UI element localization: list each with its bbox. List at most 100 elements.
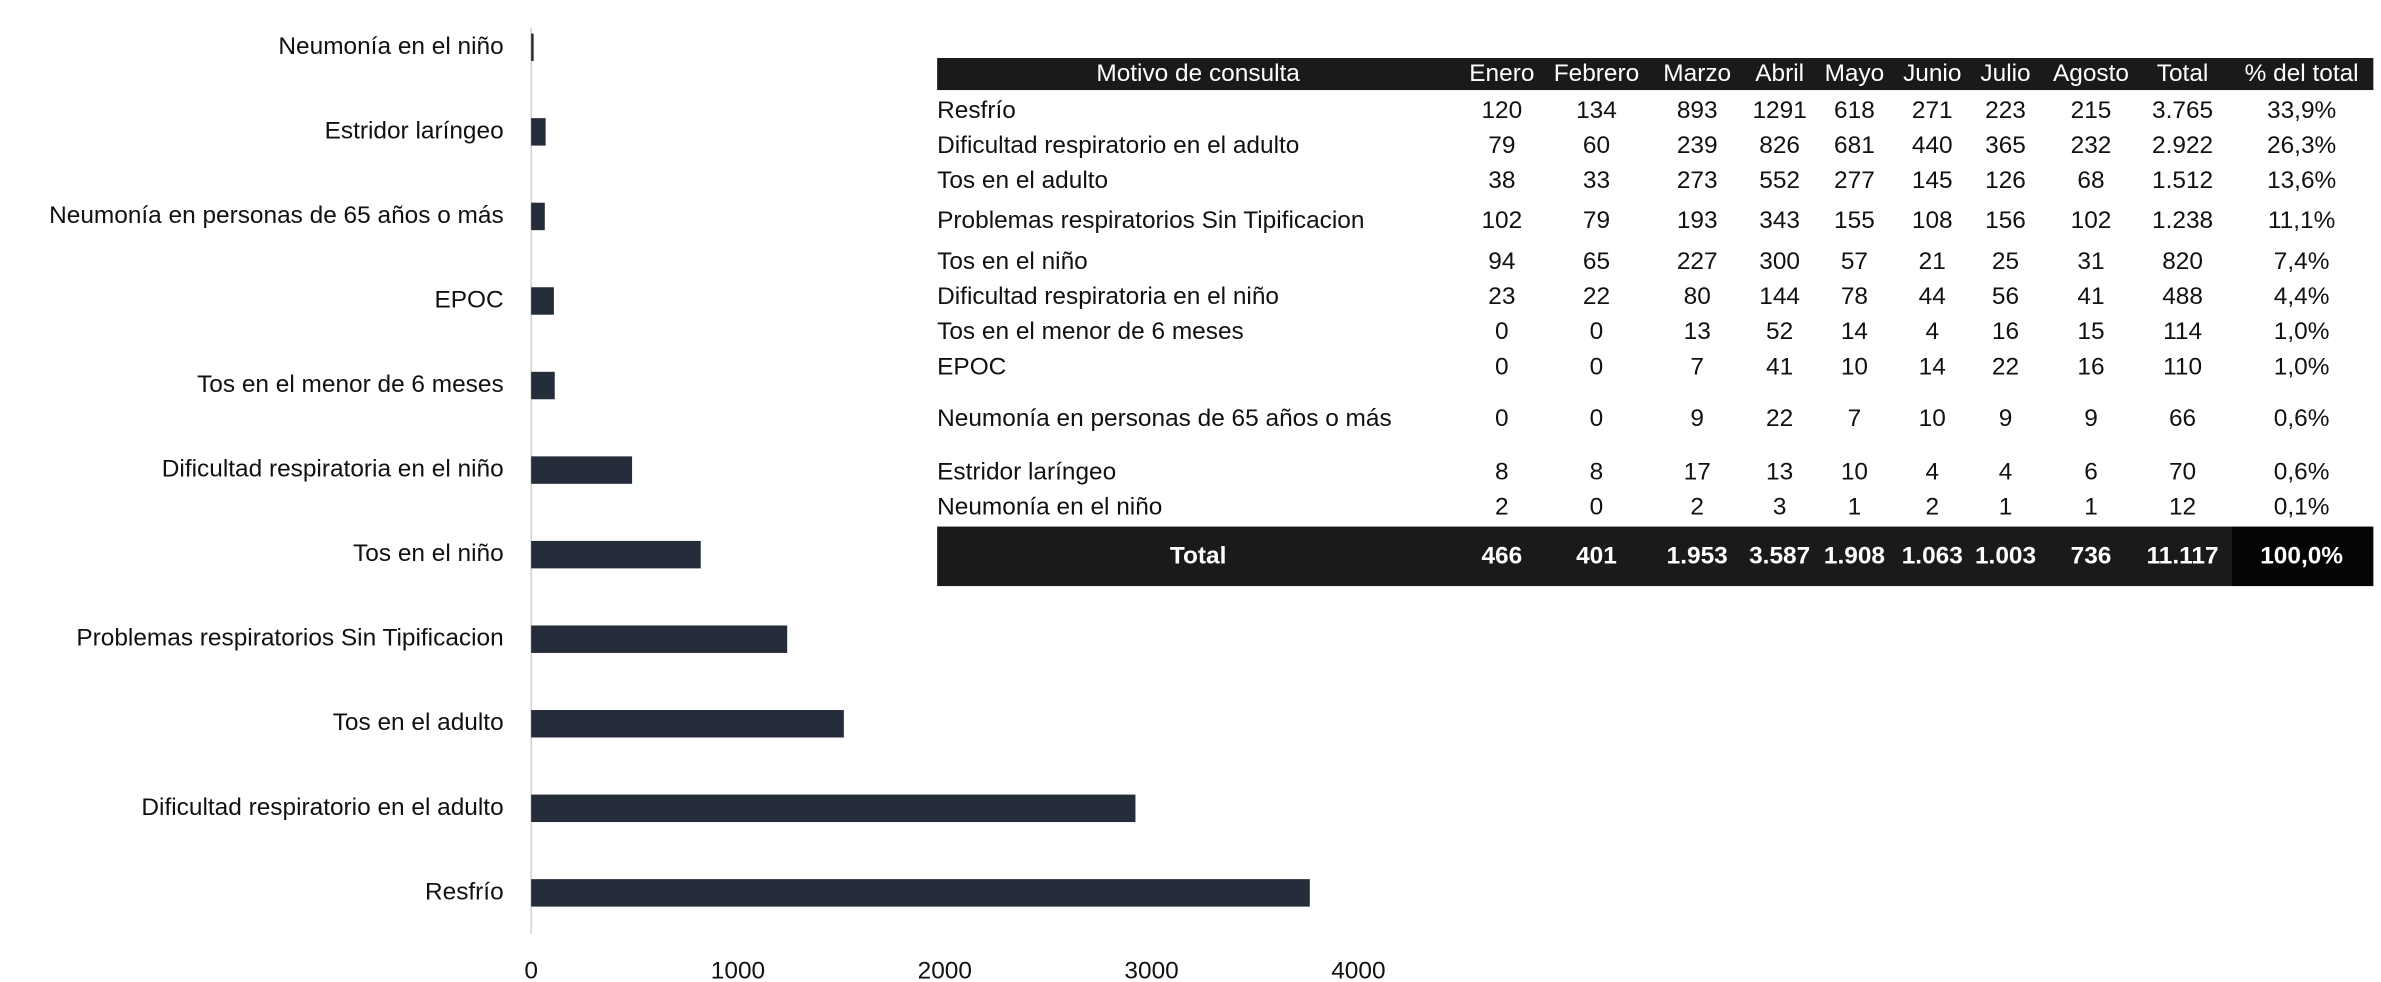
table-cell: 31 (2077, 248, 2104, 275)
table-cell: 1,0% (2274, 353, 2330, 380)
table-cell: 2 (1690, 494, 1704, 521)
table-cell: 38 (1488, 167, 1515, 194)
table-cell: Tos en el menor de 6 meses (937, 318, 1244, 345)
table-cell: 41 (2077, 283, 2104, 310)
table-cell: 1.512 (2152, 167, 2213, 194)
table-header: Mayo (1825, 60, 1885, 87)
table-cell: 9 (2084, 405, 2098, 432)
table-cell: 0,1% (2274, 494, 2330, 521)
table-cell: 273 (1677, 167, 1718, 194)
table-cell: 80 (1684, 283, 1711, 310)
table-cell: 3 (1773, 494, 1787, 521)
table-cell: 277 (1834, 167, 1875, 194)
bar (531, 118, 546, 146)
table-cell: EPOC (937, 353, 1006, 380)
table-cell: 16 (1992, 318, 2019, 345)
table-cell: 1 (2084, 494, 2098, 521)
table-cell: 4,4% (2274, 283, 2330, 310)
bar (531, 33, 534, 62)
table-cell: 33 (1583, 167, 1610, 194)
table-total: 100,0% (2260, 543, 2343, 570)
table-total-bg (937, 526, 2232, 587)
table-cell: 22 (1583, 283, 1610, 310)
table-cell: 68 (2077, 167, 2104, 194)
table-cell: Problemas respiratorios Sin Tipificacion (937, 207, 1364, 234)
table-cell: 41 (1766, 353, 1793, 380)
table-cell: 26,3% (2267, 132, 2336, 159)
table-cell: 2 (1925, 494, 1939, 521)
table-cell: 7,4% (2274, 248, 2330, 275)
table-cell: 1291 (1752, 97, 1806, 124)
table-total: Total (1170, 543, 1227, 570)
x-tick-label: 2000 (918, 958, 972, 982)
table-header: Enero (1469, 60, 1534, 87)
table-cell: 23 (1488, 283, 1515, 310)
table-cell: 0,6% (2274, 405, 2330, 432)
table-cell: 618 (1834, 97, 1875, 124)
table-total: 1.003 (1975, 543, 2036, 570)
table-cell: 0,6% (2274, 459, 2330, 486)
x-tick-label: 3000 (1124, 958, 1178, 982)
table-header: Junio (1903, 60, 1961, 87)
table-cell: 94 (1488, 248, 1515, 275)
table-cell: 232 (2071, 132, 2112, 159)
table-cell: 820 (2162, 248, 2203, 275)
table-cell: 65 (1583, 248, 1610, 275)
table-cell: 11,1% (2268, 207, 2335, 234)
table-cell: Estridor laríngeo (937, 459, 1116, 486)
table-cell: 0 (1590, 405, 1604, 432)
table-cell: 271 (1912, 97, 1953, 124)
table-cell: 2.922 (2152, 132, 2213, 159)
y-tick-label: Tos en el niño (353, 540, 504, 567)
table-cell: 79 (1583, 207, 1610, 234)
table-cell: 21 (1919, 248, 1946, 275)
table-total: 466 (1481, 543, 1522, 570)
table-cell: 552 (1759, 167, 1800, 194)
table-total: 736 (2071, 543, 2112, 570)
table-cell: 7 (1690, 353, 1704, 380)
table-cell: 300 (1759, 248, 1800, 275)
table-total-bg (2231, 526, 2374, 587)
table-total: 1.953 (1667, 543, 1728, 570)
table-cell: 0 (1590, 494, 1604, 521)
bar (531, 540, 701, 569)
table-cell: 8 (1590, 459, 1604, 486)
table-cell: 114 (2163, 318, 2202, 345)
table-cell: 66 (2169, 405, 2196, 432)
table-cell: 56 (1992, 283, 2019, 310)
table-cell: Tos en el adulto (937, 167, 1108, 194)
table-cell: 16 (2077, 353, 2104, 380)
table-header: Motivo de consulta (1096, 60, 1300, 87)
y-tick-label: Estridor laríngeo (325, 117, 504, 144)
table-cell: Dificultad respiratorio en el adulto (937, 132, 1299, 159)
table-cell: 44 (1919, 283, 1946, 310)
y-tick-label: Resfrío (425, 878, 504, 905)
table-cell: 52 (1766, 318, 1793, 345)
table-cell: 6 (2084, 459, 2098, 486)
table-header: Agosto (2053, 60, 2129, 87)
bar (531, 794, 1136, 823)
table-cell: Dificultad respiratoria en el niño (937, 283, 1279, 310)
table-cell: 893 (1677, 97, 1718, 124)
y-tick-label: Problemas respiratorios Sin Tipificacion (76, 625, 503, 652)
y-tick-label: Neumonía en el niño (278, 33, 503, 60)
table-cell: 10 (1919, 405, 1946, 432)
table-cell: 4 (1925, 459, 1939, 486)
table-cell: 193 (1677, 207, 1718, 234)
table-cell: 13,6% (2267, 167, 2336, 194)
table-cell: 215 (2071, 97, 2112, 124)
table-cell: 4 (1925, 318, 1939, 345)
bar (531, 879, 1310, 907)
table-cell: 110 (2163, 353, 2202, 380)
table-cell: 826 (1759, 132, 1800, 159)
table-cell: 15 (2077, 318, 2104, 345)
table-cell: 9 (1690, 405, 1704, 432)
table-cell: 79 (1488, 132, 1515, 159)
x-tick-label: 4000 (1331, 958, 1385, 982)
bar (531, 287, 554, 315)
table-header: Marzo (1663, 60, 1731, 87)
x-tick-label: 0 (524, 958, 538, 982)
table-cell: 365 (1985, 132, 2026, 159)
